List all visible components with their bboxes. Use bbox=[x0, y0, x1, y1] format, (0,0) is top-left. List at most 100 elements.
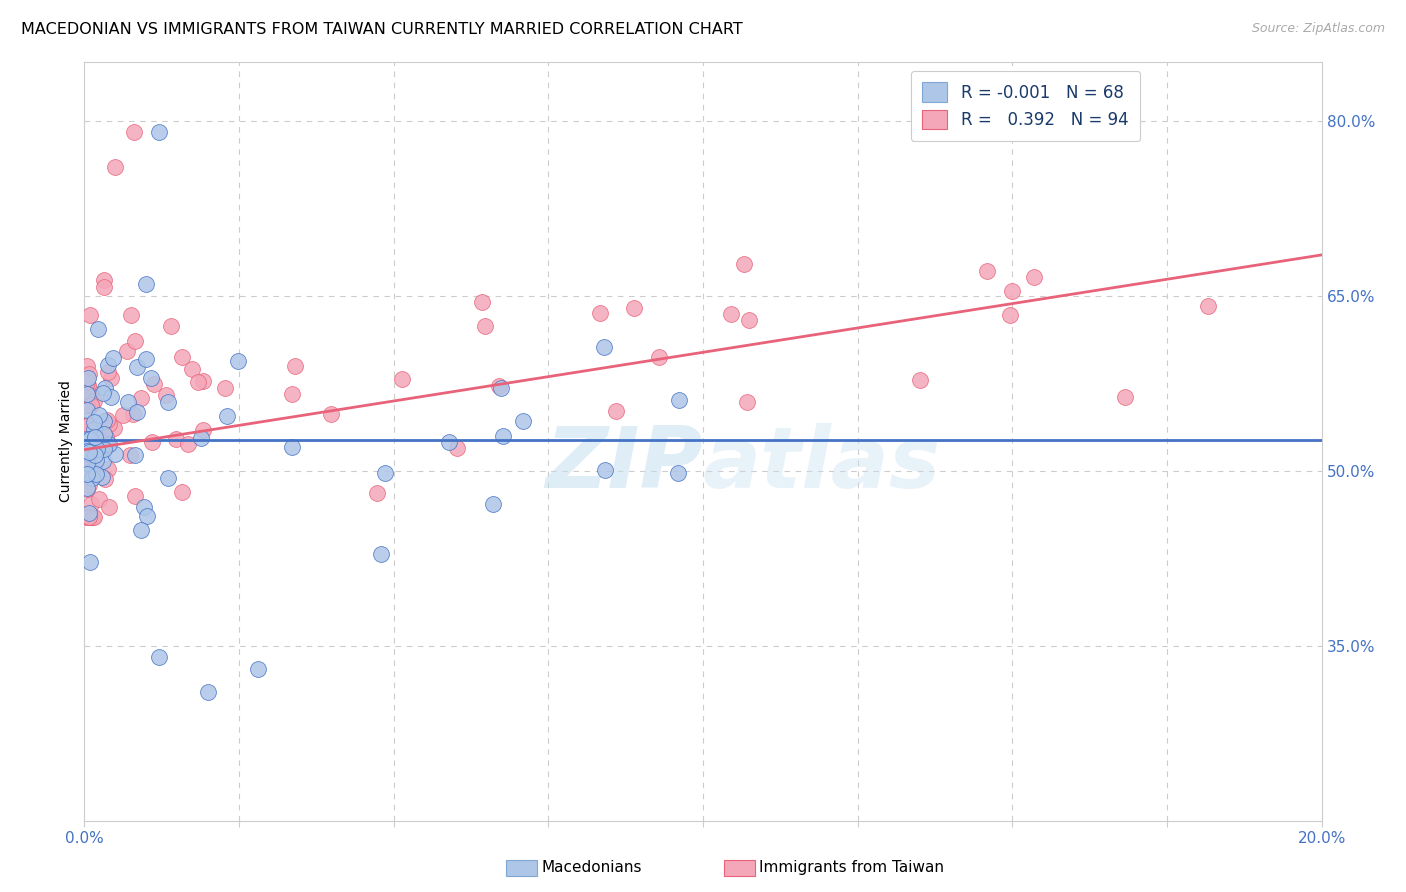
Point bbox=[135, 351, 157, 366]
Point bbox=[1024, 270, 1046, 285]
Point bbox=[156, 471, 179, 485]
Point bbox=[77, 510, 100, 524]
Point bbox=[120, 308, 142, 322]
Point bbox=[141, 435, 163, 450]
Point bbox=[80, 471, 103, 485]
Point bbox=[129, 392, 152, 406]
Text: Macedonians: Macedonians bbox=[541, 861, 641, 875]
Point bbox=[489, 381, 512, 395]
Point bbox=[83, 422, 105, 436]
Point bbox=[319, 407, 342, 421]
Point bbox=[80, 497, 103, 511]
Point bbox=[910, 373, 932, 387]
Point bbox=[148, 125, 170, 139]
Point bbox=[720, 307, 742, 321]
Point bbox=[93, 280, 115, 294]
Point bbox=[89, 433, 111, 447]
Point bbox=[76, 469, 98, 483]
Point bbox=[589, 306, 612, 320]
Point bbox=[76, 465, 98, 479]
Point bbox=[77, 388, 100, 402]
Point bbox=[76, 444, 98, 458]
Point bbox=[370, 547, 392, 561]
Point bbox=[80, 454, 103, 468]
Point bbox=[77, 367, 100, 381]
Point bbox=[93, 414, 115, 428]
Point bbox=[91, 470, 114, 484]
Point bbox=[96, 413, 118, 427]
Point bbox=[117, 344, 139, 359]
Point bbox=[94, 381, 117, 395]
Point bbox=[91, 453, 114, 467]
Point bbox=[77, 378, 100, 392]
Point bbox=[733, 257, 755, 271]
Point bbox=[86, 444, 108, 458]
Point bbox=[76, 460, 98, 475]
Point bbox=[79, 417, 101, 432]
Point bbox=[172, 485, 194, 500]
Point bbox=[136, 508, 159, 523]
Point bbox=[82, 510, 104, 524]
Point bbox=[471, 295, 494, 310]
Point bbox=[76, 482, 98, 496]
Point bbox=[76, 445, 98, 459]
Point bbox=[148, 650, 170, 665]
Point bbox=[97, 438, 120, 452]
Point bbox=[391, 371, 413, 385]
Point bbox=[98, 417, 121, 431]
Point bbox=[142, 376, 165, 391]
Point bbox=[87, 322, 110, 336]
Text: Immigrants from Taiwan: Immigrants from Taiwan bbox=[759, 861, 945, 875]
Point bbox=[197, 685, 219, 699]
Point bbox=[76, 399, 98, 413]
Point bbox=[165, 432, 187, 446]
Point bbox=[122, 125, 145, 139]
Point bbox=[98, 500, 121, 515]
Point bbox=[446, 441, 468, 455]
Point bbox=[77, 477, 100, 491]
Text: atlas: atlas bbox=[703, 423, 941, 506]
Point bbox=[82, 463, 104, 477]
Point bbox=[97, 358, 120, 372]
Point bbox=[246, 662, 269, 676]
Point bbox=[160, 318, 183, 333]
Legend: R = -0.001   N = 68, R =   0.392   N = 94: R = -0.001 N = 68, R = 0.392 N = 94 bbox=[911, 70, 1140, 141]
Point bbox=[492, 429, 515, 443]
Point bbox=[134, 500, 156, 515]
Point bbox=[190, 431, 212, 445]
Point bbox=[79, 555, 101, 569]
Point bbox=[76, 456, 98, 470]
Point bbox=[474, 318, 496, 333]
Point bbox=[215, 409, 238, 424]
Point bbox=[191, 423, 214, 437]
Text: MACEDONIAN VS IMMIGRANTS FROM TAIWAN CURRENTLY MARRIED CORRELATION CHART: MACEDONIAN VS IMMIGRANTS FROM TAIWAN CUR… bbox=[21, 22, 742, 37]
Point bbox=[76, 375, 98, 389]
Point bbox=[668, 392, 690, 407]
Point bbox=[112, 408, 135, 422]
Point bbox=[593, 463, 616, 477]
Point bbox=[76, 446, 98, 460]
Point bbox=[80, 396, 103, 410]
Point bbox=[437, 434, 460, 449]
Point bbox=[83, 393, 105, 408]
Point bbox=[87, 408, 110, 422]
Text: Source: ZipAtlas.com: Source: ZipAtlas.com bbox=[1251, 22, 1385, 36]
Point bbox=[488, 379, 510, 393]
Point bbox=[124, 489, 146, 503]
Point bbox=[79, 385, 101, 400]
Point bbox=[366, 486, 388, 500]
Point bbox=[226, 353, 249, 368]
Point bbox=[79, 432, 101, 446]
Point bbox=[141, 371, 163, 385]
Point bbox=[605, 404, 627, 418]
Point bbox=[84, 452, 107, 467]
Point bbox=[94, 430, 117, 444]
Point bbox=[76, 402, 98, 417]
Point bbox=[666, 467, 689, 481]
Point bbox=[181, 361, 204, 376]
Point bbox=[593, 340, 616, 354]
Point bbox=[79, 308, 101, 322]
Point bbox=[89, 431, 111, 445]
Point bbox=[101, 351, 124, 365]
Point bbox=[76, 510, 98, 524]
